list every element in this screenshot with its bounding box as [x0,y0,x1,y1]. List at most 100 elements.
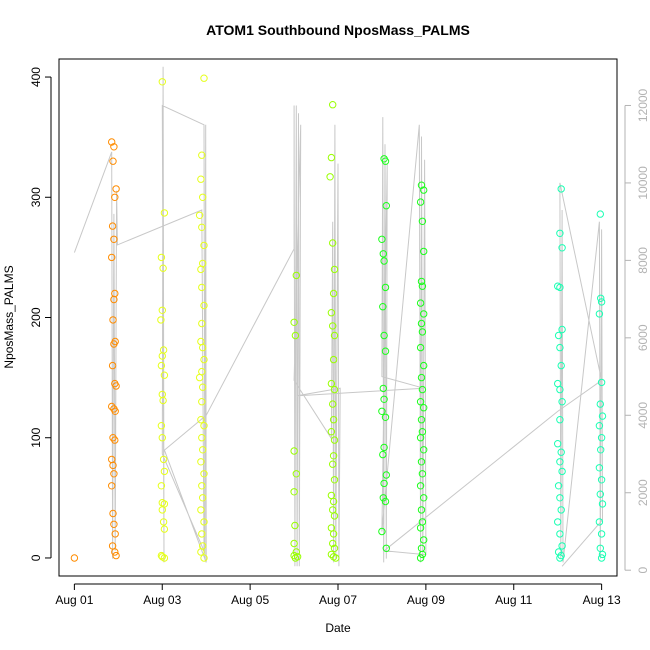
data-point [417,506,426,514]
x-tick-label: Aug 13 [583,593,621,607]
data-point [380,443,388,452]
data-point [197,458,205,466]
data-point [596,490,604,498]
data-point [416,524,425,532]
y-tick-label: 300 [29,187,43,207]
data-point [330,331,339,340]
data-point [108,253,116,262]
data-point [416,482,425,490]
data-point [158,78,167,86]
data-point [109,157,117,165]
data-point [160,371,169,379]
data-point [557,551,565,560]
data-point [597,298,606,306]
data-point [332,554,340,562]
data-point [70,554,79,562]
data-point [200,301,208,310]
data-point [381,157,390,165]
data-point [327,309,336,317]
y2-tick-label: 4000 [636,402,650,429]
data-point [558,542,566,550]
data-point [159,518,168,526]
data-point [597,530,606,538]
data-point [199,446,207,454]
data-point [293,553,302,561]
data-point [157,253,166,262]
data-point [416,343,425,352]
data-point [595,422,604,430]
y2-tick-label: 2000 [636,479,650,506]
data-point [157,316,165,324]
data-point [382,544,390,552]
data-point [556,494,564,502]
data-point [329,452,338,460]
data-point [381,347,390,355]
data-point [292,271,300,280]
data-point [326,173,334,181]
data-point [418,217,427,226]
data-point [329,355,338,364]
data-point [379,494,387,502]
data-point [598,500,607,508]
data-point [108,138,116,146]
data-point [200,470,208,478]
data-point [420,186,428,194]
data-point [158,352,167,360]
x-tick-label: Aug 11 [495,593,532,607]
data-point [558,398,566,406]
data-point [197,175,205,183]
data-point [198,434,206,442]
data-point [330,265,339,274]
data-point [159,264,167,272]
data-point [556,343,564,352]
data-point [111,407,119,415]
data-point [197,265,205,274]
data-point [380,395,388,403]
data-point [420,404,428,412]
points-layer [70,74,607,562]
data-point [380,479,388,488]
x-tick-label: Aug 03 [143,593,181,607]
data-point [110,520,118,528]
data-point [329,239,337,247]
data-point [378,527,386,536]
data-point [557,448,565,456]
data-point [327,428,336,436]
data-point [597,378,606,387]
data-point [200,554,208,562]
data-point [556,530,564,538]
data-point [330,476,339,484]
data-point [111,530,119,538]
x-tick-label: Aug 05 [231,593,269,607]
data-point [598,550,607,559]
data-point [109,461,117,470]
y-axis-label: NposMass_PALMS [2,265,16,368]
data-point [200,74,208,82]
data-point [380,331,388,340]
data-point [417,277,426,286]
data-point [557,506,565,514]
data-point [416,398,425,406]
data-point [556,458,564,466]
data-point [158,306,167,314]
data-point [379,303,387,311]
data-point [380,257,388,265]
data-point [111,193,119,202]
data-point [327,153,336,162]
y2-tick-label: 10000 [636,166,650,200]
data-point [416,434,425,442]
data-point [595,310,604,318]
data-point [554,482,563,490]
data-point [329,101,337,109]
data-point [198,530,206,538]
data-point [110,235,118,244]
data-point [200,355,208,364]
data-point [112,185,120,193]
data-point [160,467,169,476]
y2-tick-label: 6000 [636,324,650,351]
y2-tick-label: 0 [636,567,650,574]
data-point [108,402,116,411]
data-point [557,361,565,370]
data-point [417,373,426,382]
data-point [596,210,604,218]
